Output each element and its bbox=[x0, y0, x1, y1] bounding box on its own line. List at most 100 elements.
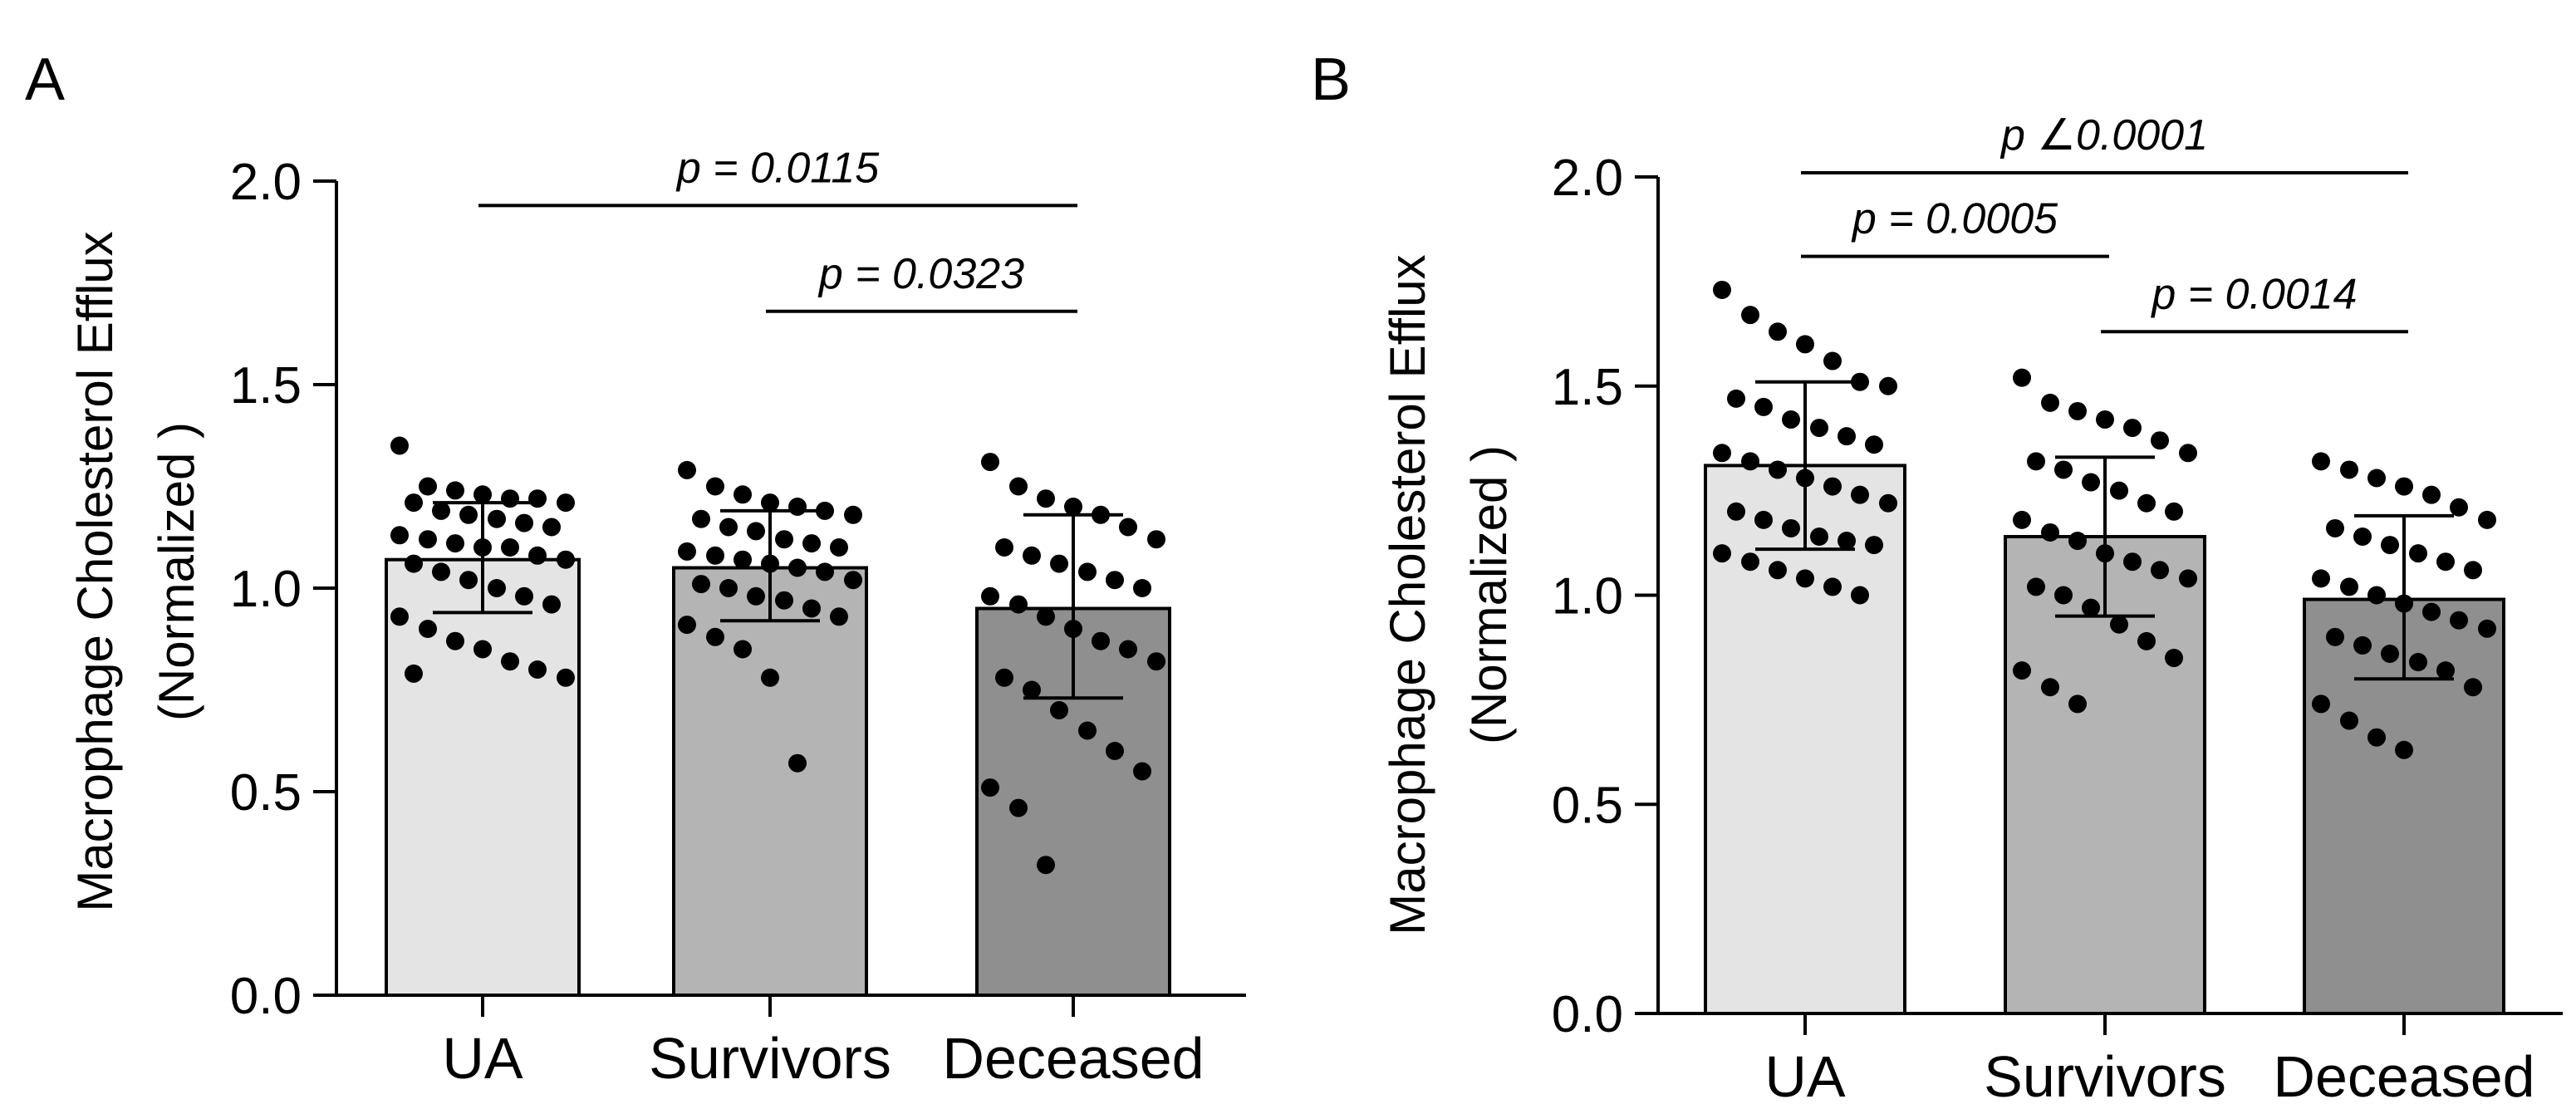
data-point bbox=[761, 668, 779, 687]
y-tick-label: 1.0 bbox=[1552, 568, 1623, 626]
data-point bbox=[557, 550, 575, 569]
data-point bbox=[678, 460, 696, 479]
data-point bbox=[432, 501, 450, 520]
data-point bbox=[1851, 372, 1869, 391]
data-point bbox=[2340, 460, 2358, 479]
data-point bbox=[1838, 427, 1856, 446]
data-point bbox=[802, 534, 821, 553]
data-point bbox=[788, 498, 807, 516]
data-point bbox=[2395, 740, 2413, 759]
data-point bbox=[1064, 498, 1082, 516]
data-point bbox=[719, 579, 738, 597]
data-point bbox=[1782, 518, 1800, 537]
data-point bbox=[2450, 611, 2468, 630]
data-point bbox=[2409, 544, 2427, 563]
data-point bbox=[734, 550, 752, 569]
data-point bbox=[501, 652, 519, 671]
data-point bbox=[775, 530, 793, 549]
data-point bbox=[2312, 569, 2330, 588]
data-point bbox=[1782, 410, 1800, 429]
data-point bbox=[692, 509, 710, 528]
data-point bbox=[788, 558, 807, 577]
bar-survivors bbox=[672, 566, 868, 997]
data-point bbox=[802, 599, 821, 618]
data-point bbox=[528, 546, 547, 565]
data-point bbox=[1754, 510, 1773, 529]
data-point bbox=[446, 631, 464, 650]
data-point bbox=[2312, 694, 2330, 714]
x-tick-label: Survivors bbox=[649, 1026, 891, 1091]
bar-ua bbox=[385, 557, 581, 997]
data-point bbox=[528, 489, 547, 508]
data-point bbox=[816, 562, 834, 581]
data-point bbox=[2478, 619, 2496, 638]
data-point bbox=[2137, 493, 2156, 513]
data-point bbox=[734, 485, 752, 504]
data-point bbox=[459, 505, 478, 524]
data-point bbox=[2123, 419, 2142, 438]
data-point bbox=[1879, 493, 1897, 513]
data-point bbox=[473, 640, 492, 659]
data-point bbox=[459, 571, 478, 590]
data-point bbox=[2137, 631, 2156, 650]
data-point bbox=[1838, 532, 1856, 551]
y-tick-label: 0.5 bbox=[1552, 777, 1623, 834]
data-point bbox=[405, 554, 423, 573]
data-point bbox=[2123, 552, 2142, 572]
data-point bbox=[557, 493, 575, 513]
data-point bbox=[1796, 335, 1814, 354]
data-point bbox=[1133, 762, 1151, 781]
data-point bbox=[2395, 477, 2413, 496]
x-tick-label: Deceased bbox=[942, 1026, 1204, 1091]
data-point bbox=[1823, 477, 1842, 496]
data-point bbox=[2353, 635, 2372, 655]
data-point bbox=[1810, 419, 1828, 438]
data-point bbox=[1741, 306, 1759, 325]
data-point bbox=[2054, 460, 2073, 479]
data-point bbox=[1810, 528, 1828, 547]
data-point bbox=[1865, 435, 1883, 454]
data-point bbox=[2367, 728, 2386, 747]
data-point bbox=[2151, 431, 2169, 450]
data-point bbox=[2478, 510, 2496, 529]
data-point bbox=[1713, 544, 1731, 563]
data-point bbox=[788, 753, 807, 773]
y-tick-label: 0.0 bbox=[230, 968, 302, 1025]
panel-label: A bbox=[25, 47, 65, 113]
data-point bbox=[542, 595, 561, 614]
data-point bbox=[1050, 701, 1068, 719]
data-point bbox=[1851, 485, 1869, 504]
data-point bbox=[488, 579, 506, 597]
data-point bbox=[1741, 452, 1759, 471]
data-point bbox=[390, 526, 409, 545]
p-value-label: p = 0.0323 bbox=[817, 250, 1024, 298]
data-point bbox=[995, 668, 1013, 687]
data-point bbox=[2165, 502, 2183, 521]
data-point bbox=[2054, 586, 2073, 605]
data-point bbox=[390, 607, 409, 626]
data-point bbox=[678, 616, 696, 635]
data-point bbox=[1037, 607, 1055, 626]
y-axis-subtitle: (Normalized ) bbox=[149, 422, 204, 721]
data-point bbox=[1009, 798, 1028, 817]
data-point bbox=[719, 518, 738, 537]
data-point bbox=[2381, 536, 2399, 555]
data-point bbox=[1865, 536, 1883, 555]
data-point bbox=[1851, 586, 1869, 605]
data-point bbox=[1796, 569, 1814, 588]
data-point bbox=[1727, 389, 1745, 408]
y-tick-label: 0.0 bbox=[1552, 986, 1623, 1043]
data-point bbox=[2326, 518, 2344, 537]
data-point bbox=[734, 640, 752, 659]
y-tick-label: 1.5 bbox=[1552, 359, 1623, 416]
data-point bbox=[1823, 577, 1842, 596]
data-point bbox=[446, 481, 464, 500]
y-tick-label: 1.0 bbox=[230, 561, 302, 618]
data-point bbox=[446, 534, 464, 553]
data-point bbox=[747, 586, 765, 606]
data-point bbox=[2110, 615, 2128, 634]
data-point bbox=[419, 530, 437, 549]
y-axis-title: Macrophage Cholesterol Efflux bbox=[67, 231, 123, 911]
x-tick-label: Survivors bbox=[1984, 1044, 2226, 1109]
data-point bbox=[2367, 469, 2386, 488]
